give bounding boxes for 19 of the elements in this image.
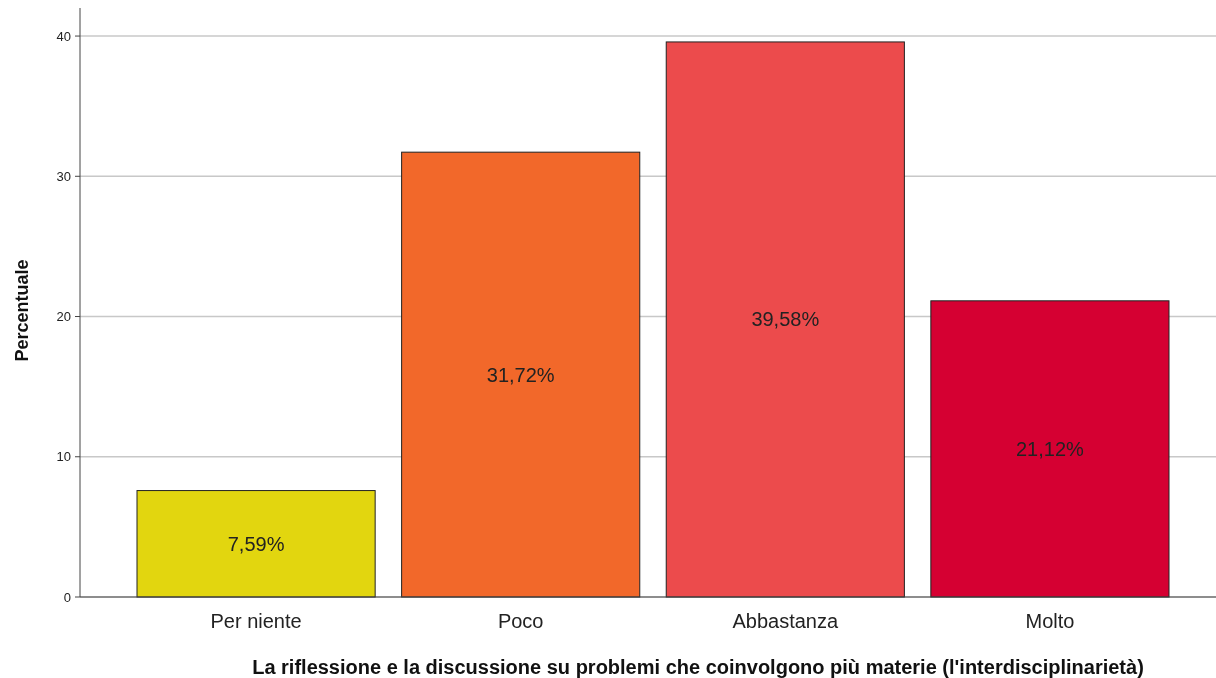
- bar: [136, 490, 376, 598]
- y-tick-label: 30: [56, 168, 71, 184]
- x-axis-title: La riflessione e la discussione su problemi che coinvolgono più materie (l'interdisciplinarietà): [252, 656, 1144, 678]
- x-tick-label: Abbastanza: [732, 610, 839, 632]
- y-tick-label: 10: [56, 449, 71, 465]
- bar: [930, 300, 1170, 598]
- data-label: 39,58%: [751, 308, 820, 331]
- x-tick-label: Per niente: [210, 610, 302, 632]
- y-tick-label: 0: [63, 589, 71, 605]
- y-tick-label: 20: [56, 309, 71, 325]
- y-tick-label: 40: [56, 28, 71, 44]
- bar: [665, 41, 905, 598]
- bar: [401, 151, 641, 598]
- x-tick-label: Molto: [1025, 610, 1075, 632]
- data-label: 7,59%: [227, 532, 285, 555]
- x-tick-label: Poco: [497, 610, 544, 632]
- data-label: 31,72%: [486, 363, 555, 386]
- data-label: 21,12%: [1016, 437, 1085, 460]
- y-axis-title: Percentuale: [12, 259, 32, 362]
